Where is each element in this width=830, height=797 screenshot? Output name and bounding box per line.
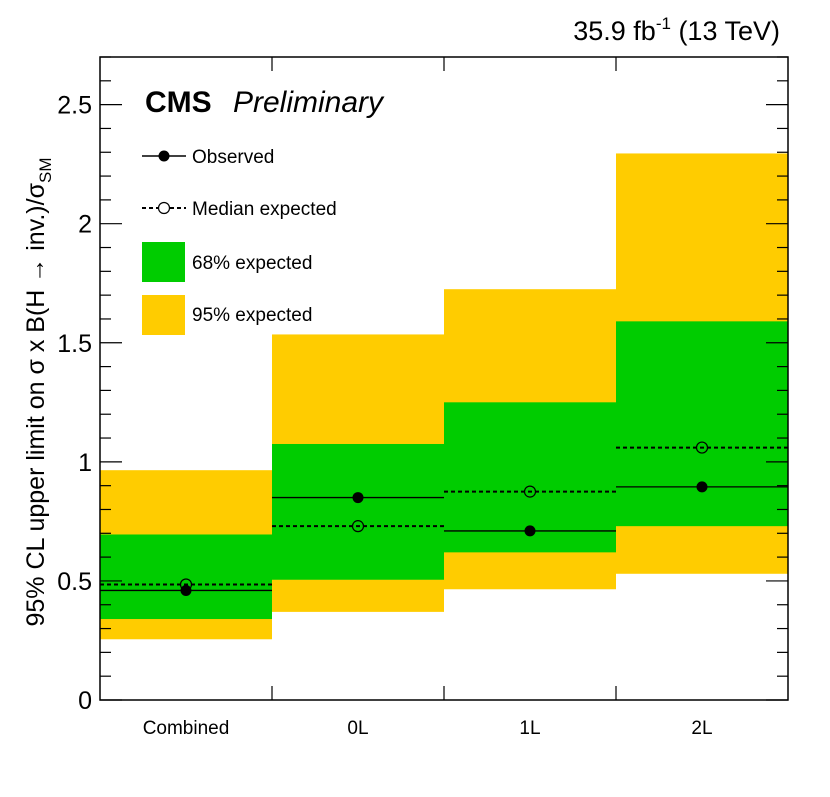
cms-label: CMS	[145, 86, 212, 119]
legend-expected-label: Median expected	[192, 199, 337, 220]
legend-observed-label: Observed	[192, 147, 274, 168]
expected-marker-1	[351, 520, 365, 533]
x-tick-label-0: Combined	[143, 718, 230, 739]
observed-marker-3	[696, 481, 708, 493]
preliminary-label: Preliminary	[233, 86, 385, 119]
observed-marker-1	[352, 492, 364, 504]
legend-band95-swatch	[142, 295, 185, 335]
y-axis-title: 95% CL upper limit on σ x B(H → inv.)/σS…	[22, 158, 55, 627]
legend-expected-marker	[157, 201, 171, 215]
axes-layer: Combined 0L 1L 2L 0 0.5 1 1.5 2 2.5	[57, 56, 788, 739]
legend-band95-label: 95% expected	[192, 305, 312, 326]
y-tick-label-4: 2	[78, 211, 92, 239]
y-tick-label-5: 2.5	[57, 92, 92, 120]
expected-marker-2	[523, 485, 537, 498]
legend-band68-label: 68% expected	[192, 253, 312, 274]
legend: Observed Median expected 68% expected 95…	[142, 147, 337, 335]
x-tick-label-2: 1L	[519, 718, 540, 739]
lumi-label: 35.9 fb-1 (13 TeV)	[573, 14, 780, 46]
y-tick-label-2: 1	[78, 449, 92, 477]
band68-1	[272, 443, 444, 580]
observed-marker-0	[180, 584, 192, 596]
band68-3	[616, 321, 788, 527]
observed-marker-2	[524, 525, 536, 537]
x-tick-label-3: 2L	[691, 718, 712, 739]
y-tick-label-0: 0	[78, 687, 92, 715]
y-tick-label-1: 0.5	[57, 568, 92, 596]
legend-band68-swatch	[142, 242, 185, 282]
y-tick-label-3: 1.5	[57, 330, 92, 358]
expected-marker-3	[695, 441, 709, 454]
bands-layer	[100, 153, 788, 640]
legend-observed-marker	[158, 150, 170, 162]
band68-0	[100, 534, 272, 620]
x-tick-label-1: 0L	[347, 718, 368, 739]
lines-layer	[100, 441, 788, 596]
